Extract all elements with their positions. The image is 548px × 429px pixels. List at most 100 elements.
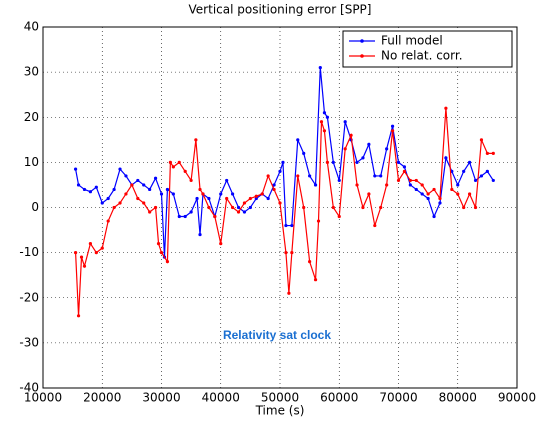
point <box>319 120 324 124</box>
point <box>159 251 164 255</box>
series-line <box>74 108 494 316</box>
y-tick-label: 30 <box>24 65 39 79</box>
point <box>168 160 172 164</box>
y-tick-label: -40 <box>19 381 39 395</box>
point <box>94 185 98 189</box>
point <box>468 160 472 164</box>
point <box>385 147 389 151</box>
point <box>485 151 489 155</box>
point <box>278 201 282 205</box>
point <box>485 169 489 173</box>
point <box>281 160 285 164</box>
point <box>462 205 466 210</box>
point <box>272 187 276 192</box>
point <box>444 156 448 160</box>
point <box>106 219 110 223</box>
point <box>171 165 175 169</box>
point <box>373 223 377 228</box>
y-tick-label: -20 <box>19 290 39 304</box>
point <box>456 183 460 187</box>
point <box>361 205 365 210</box>
point <box>165 187 170 192</box>
point <box>118 167 122 171</box>
point <box>183 169 187 173</box>
point <box>308 174 312 178</box>
point <box>296 174 300 178</box>
x-axis-label: Time (s) <box>255 404 305 418</box>
point <box>432 187 436 192</box>
legend-marker <box>360 54 364 58</box>
y-tick-label: 10 <box>24 155 39 169</box>
point <box>130 183 134 187</box>
point <box>100 201 104 205</box>
point <box>225 178 229 183</box>
point <box>124 192 128 196</box>
annotation: Relativity sat clock <box>223 328 331 342</box>
point <box>367 142 371 146</box>
point <box>379 174 383 178</box>
point <box>426 192 430 196</box>
point <box>284 251 288 255</box>
point <box>272 183 276 187</box>
point <box>231 205 235 210</box>
legend-box <box>342 30 513 68</box>
point <box>248 205 252 210</box>
point <box>479 174 484 178</box>
point <box>302 151 306 155</box>
point <box>148 187 152 192</box>
point <box>136 196 140 201</box>
point <box>284 223 288 228</box>
point <box>156 242 161 246</box>
point <box>76 314 81 318</box>
point <box>148 210 152 214</box>
point <box>491 151 495 155</box>
x-tick-label: 70000 <box>379 391 417 405</box>
legend-marker <box>360 39 364 43</box>
point <box>189 178 193 183</box>
point <box>171 192 175 196</box>
point <box>177 214 181 219</box>
point <box>308 260 312 264</box>
point <box>379 205 383 210</box>
point <box>456 192 460 196</box>
point <box>278 169 282 173</box>
point <box>414 178 418 183</box>
point <box>82 264 87 268</box>
point <box>420 183 424 187</box>
point <box>153 176 158 180</box>
point <box>195 196 199 201</box>
point <box>444 106 448 110</box>
point <box>313 183 318 187</box>
point <box>248 196 252 201</box>
point <box>313 278 318 282</box>
point <box>408 178 412 183</box>
point <box>468 192 472 196</box>
x-tick-label: 10000 <box>24 391 62 405</box>
legend-label: No relat. corr. <box>381 49 463 63</box>
point <box>118 201 122 205</box>
x-tick-label: 80000 <box>439 391 477 405</box>
point <box>207 196 211 201</box>
y-tick-label: 20 <box>24 110 39 124</box>
point <box>73 167 78 171</box>
x-tick-label: 20000 <box>83 391 121 405</box>
point <box>165 260 170 264</box>
point <box>367 192 371 196</box>
point <box>343 147 347 151</box>
point <box>331 160 335 164</box>
point <box>385 183 389 187</box>
point <box>316 219 321 223</box>
point <box>124 174 128 178</box>
point <box>266 196 270 201</box>
point <box>254 196 258 201</box>
point <box>450 187 454 192</box>
point <box>254 194 258 198</box>
point <box>225 196 229 201</box>
point <box>343 120 347 124</box>
point <box>322 129 327 133</box>
point <box>189 210 193 214</box>
point <box>194 138 198 142</box>
point <box>207 205 211 210</box>
point <box>302 205 306 210</box>
